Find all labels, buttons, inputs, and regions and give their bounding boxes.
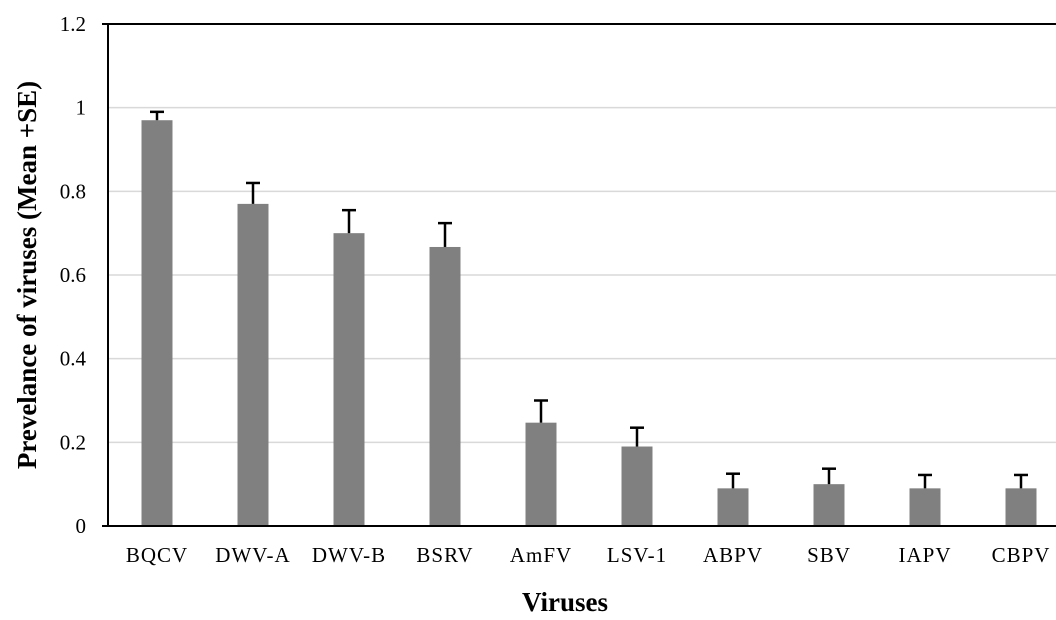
axes (102, 23, 1056, 527)
bar (525, 422, 557, 526)
y-tick-label: 0.2 (60, 430, 86, 454)
error-bar (918, 473, 932, 489)
y-tick-label: 0.4 (60, 347, 87, 371)
bar (621, 446, 653, 526)
y-tick-label: 1 (76, 96, 87, 120)
error-bar (630, 426, 644, 447)
error-bar (246, 181, 260, 204)
x-category-label: LSV-1 (607, 543, 667, 567)
x-category-label: ABPV (703, 543, 763, 567)
y-tick-labels: 0 0.2 0.4 0.6 0.8 1 1.2 (60, 12, 87, 538)
x-category-label: IAPV (898, 543, 951, 567)
x-category-label: AmFV (510, 543, 572, 567)
y-tick-label: 1.2 (60, 12, 86, 36)
x-category-label: DWV-A (215, 543, 290, 567)
x-category-label: BSRV (416, 543, 473, 567)
y-axis-title: Prevelance of viruses (Mean +SE) (12, 81, 42, 469)
bars (141, 120, 1037, 526)
error-bars (150, 110, 1028, 489)
x-category-label: CBPV (992, 543, 1051, 567)
bar (333, 233, 365, 526)
x-category-label: SBV (807, 543, 851, 567)
bar (813, 484, 845, 526)
x-axis-title: Viruses (522, 587, 608, 617)
bar (429, 246, 461, 526)
bar (909, 488, 941, 526)
error-bar (342, 208, 356, 234)
error-bar (438, 221, 452, 247)
bar (141, 120, 173, 526)
x-category-labels: BQCV DWV-A DWV-B BSRV AmFV LSV-1 ABPV SBV IAPV CB… (126, 543, 1051, 567)
x-category-label: DWV-B (312, 543, 386, 567)
error-bar (150, 110, 164, 121)
y-tick-label: 0 (76, 514, 87, 538)
y-tick-label: 0.8 (60, 179, 86, 203)
x-category-label: BQCV (126, 543, 188, 567)
bar (717, 488, 749, 526)
bar (237, 203, 269, 526)
y-tick-label: 0.6 (60, 263, 86, 287)
error-bar (534, 399, 548, 423)
error-bar (822, 467, 836, 485)
bar (1005, 488, 1037, 526)
error-bar (726, 472, 740, 489)
error-bar (1014, 473, 1028, 489)
